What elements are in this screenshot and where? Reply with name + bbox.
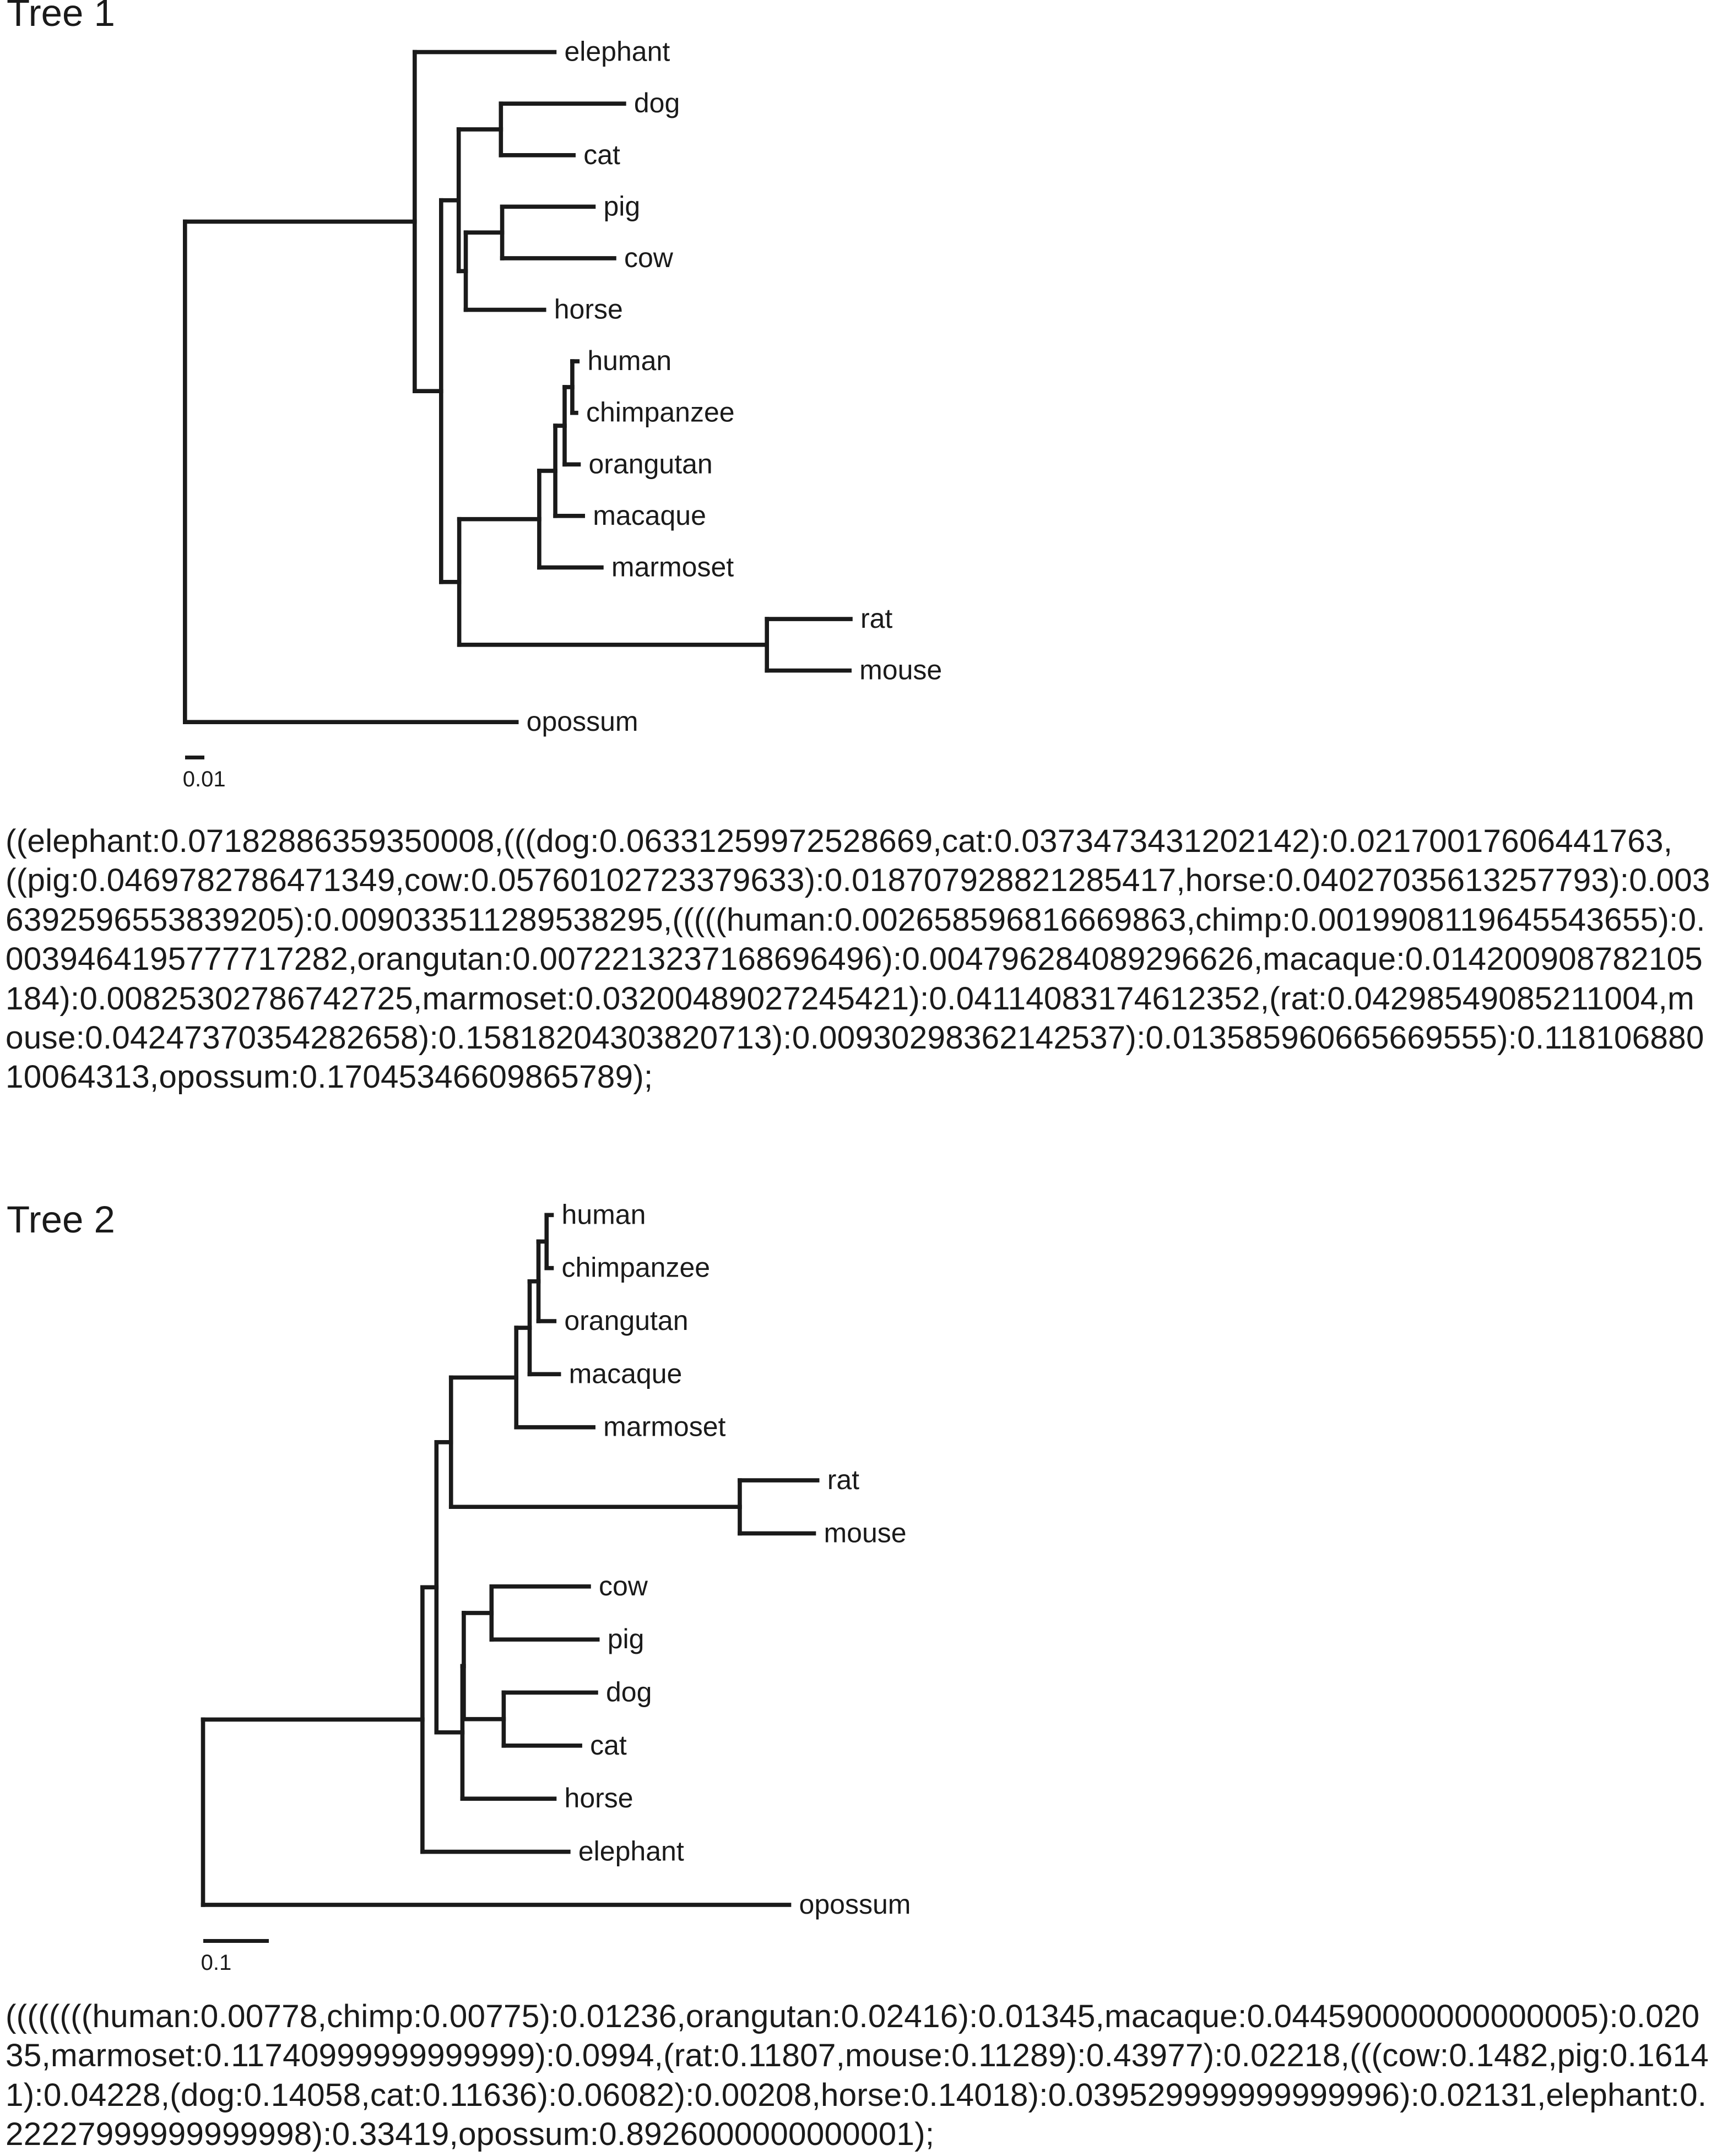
svg-text:macaque: macaque xyxy=(569,1358,683,1389)
svg-text:mouse: mouse xyxy=(824,1517,907,1548)
svg-text:cow: cow xyxy=(599,1571,648,1601)
svg-text:chimpanzee: chimpanzee xyxy=(561,1252,710,1283)
svg-text:cat: cat xyxy=(590,1730,627,1761)
svg-text:dog: dog xyxy=(606,1676,652,1707)
svg-text:orangutan: orangutan xyxy=(564,1305,688,1336)
svg-text:human: human xyxy=(562,1199,646,1230)
svg-text:rat: rat xyxy=(827,1464,859,1495)
svg-text:elephant: elephant xyxy=(578,1836,684,1867)
svg-text:opossum: opossum xyxy=(799,1889,911,1920)
svg-text:pig: pig xyxy=(608,1623,645,1654)
svg-text:marmoset: marmoset xyxy=(603,1411,725,1442)
svg-text:horse: horse xyxy=(565,1783,633,1813)
